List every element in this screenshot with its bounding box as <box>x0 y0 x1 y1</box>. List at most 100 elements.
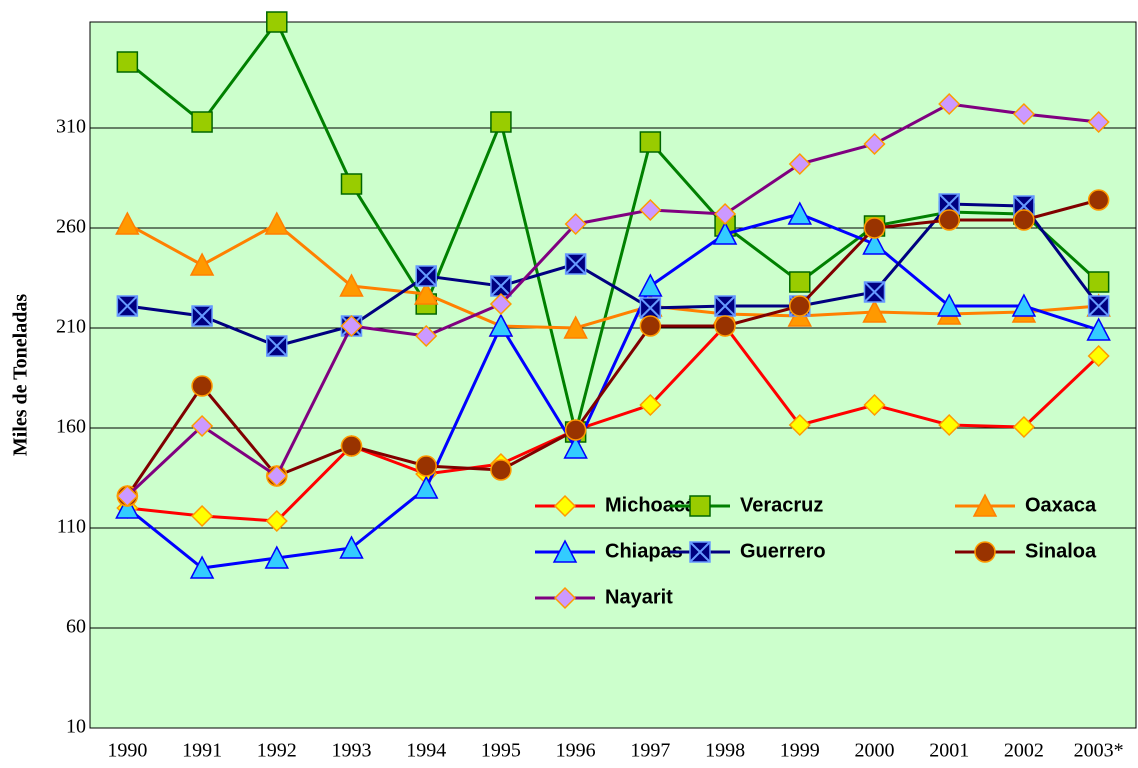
legend-marker <box>553 586 577 610</box>
legend-label: Sinaloa <box>1025 540 1097 562</box>
point <box>1087 110 1110 134</box>
point <box>489 292 512 316</box>
point <box>789 271 811 293</box>
y-tick-label: 110 <box>57 516 86 538</box>
point <box>862 231 887 255</box>
point <box>639 198 662 222</box>
point <box>1013 209 1035 231</box>
point <box>116 484 139 508</box>
series-line <box>126 102 1099 498</box>
point <box>1087 189 1110 211</box>
point <box>415 324 438 348</box>
y-tick-label: 260 <box>56 216 86 238</box>
point <box>339 273 364 297</box>
point <box>115 495 140 519</box>
x-tick-label: 1993 <box>332 740 372 762</box>
x-tick-label: 1995 <box>481 740 521 762</box>
point <box>639 315 662 337</box>
point-x <box>938 193 960 215</box>
point <box>340 435 363 457</box>
point <box>638 273 663 297</box>
point <box>191 414 214 438</box>
point <box>863 217 886 239</box>
point <box>564 419 587 441</box>
point-x <box>714 295 736 317</box>
x-tick-label: 1998 <box>705 740 745 762</box>
point-x <box>1087 295 1110 317</box>
point <box>265 509 288 533</box>
point <box>862 299 887 323</box>
point <box>413 475 439 499</box>
x-tick-label: 1994 <box>406 740 446 762</box>
legend-label: Michoacán <box>605 494 708 516</box>
point <box>863 132 886 156</box>
legend-label: Oaxaca <box>1025 494 1097 516</box>
point <box>490 111 512 133</box>
x-tick-label: 1999 <box>780 740 820 762</box>
x-tick-label: 2003* <box>1074 740 1124 762</box>
point-x <box>564 253 587 275</box>
point <box>490 459 512 481</box>
point <box>488 313 514 337</box>
point <box>938 413 961 437</box>
legend-label: Nayarit <box>605 586 673 608</box>
point <box>714 202 737 226</box>
point <box>191 504 214 528</box>
series-line <box>126 198 1100 497</box>
y-tick-label: 160 <box>56 416 86 438</box>
point <box>639 393 662 417</box>
point <box>1086 317 1111 341</box>
point <box>714 315 736 337</box>
x-tick-label: 2002 <box>1004 740 1044 762</box>
point <box>340 173 363 195</box>
point <box>712 221 738 245</box>
plot-area <box>89 21 1137 729</box>
point-x <box>266 335 288 357</box>
x-tick-label: 1992 <box>257 740 297 762</box>
point-x <box>191 305 213 327</box>
point <box>264 211 290 235</box>
x-tick-label: 1997 <box>630 740 670 762</box>
point <box>191 375 213 397</box>
x-tick-label: 1996 <box>556 740 596 762</box>
point-x <box>639 297 662 319</box>
point <box>938 92 961 116</box>
point <box>564 212 587 236</box>
point <box>563 435 588 459</box>
x-tick-label: 1990 <box>107 740 147 762</box>
point <box>189 252 215 276</box>
legend-marker <box>552 539 578 563</box>
point <box>413 281 439 305</box>
series-line <box>126 212 1100 570</box>
point <box>788 413 811 437</box>
point-x <box>116 295 139 317</box>
x-tick-label: 1991 <box>182 740 222 762</box>
point <box>938 209 960 231</box>
point <box>1087 344 1110 368</box>
point <box>563 315 588 339</box>
y-tick-label: 60 <box>66 616 86 638</box>
y-tick-label: 10 <box>66 716 86 738</box>
point <box>1012 102 1035 126</box>
y-tick-label: 310 <box>56 116 86 138</box>
legend-marker <box>974 541 996 563</box>
x-tick-label: 2001 <box>929 740 969 762</box>
legend-marker-x <box>689 541 711 563</box>
x-tick-label: 2000 <box>855 740 895 762</box>
point <box>191 111 213 133</box>
point <box>264 545 290 569</box>
point <box>1087 271 1110 293</box>
legend-marker <box>689 495 711 517</box>
point <box>639 131 662 153</box>
point-x <box>415 265 437 287</box>
series-line <box>127 202 1100 348</box>
point <box>115 211 140 235</box>
legend-label: Veracruz <box>740 494 823 516</box>
series-line <box>127 323 1100 523</box>
point <box>1012 415 1035 439</box>
y-tick-label: 210 <box>56 316 86 338</box>
legend-label: Guerrero <box>740 540 826 562</box>
point <box>265 464 288 488</box>
point <box>936 293 962 317</box>
